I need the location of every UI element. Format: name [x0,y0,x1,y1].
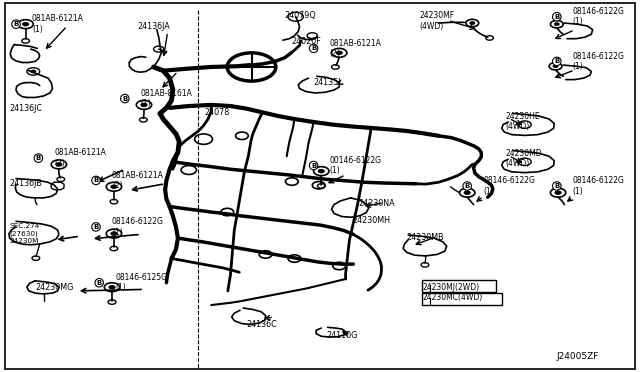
Text: 24136C: 24136C [246,320,277,329]
Circle shape [464,191,470,195]
Text: 08146-6122G
(1): 08146-6122G (1) [573,176,625,196]
Text: 081AB-6121A
(1): 081AB-6121A (1) [32,15,84,34]
Circle shape [111,232,117,235]
Text: 24136JB: 24136JB [10,179,42,187]
Text: 24230MB: 24230MB [406,232,444,241]
Circle shape [141,103,147,107]
Circle shape [109,285,115,289]
Text: B: B [554,14,559,20]
Text: 081AB-8161A
(1): 081AB-8161A (1) [141,89,193,108]
Text: 08146-6122G
(1): 08146-6122G (1) [573,52,625,71]
Circle shape [318,169,324,173]
Text: B: B [554,58,559,64]
Circle shape [336,51,342,55]
Text: B: B [122,96,127,102]
Text: 24078: 24078 [205,108,230,117]
Text: 081AB-6121A
(2): 081AB-6121A (2) [112,171,164,190]
Circle shape [31,70,36,73]
Text: 08146-6122G
(1): 08146-6122G (1) [483,176,535,196]
Circle shape [555,191,561,195]
Text: 08146-6125G
(1): 08146-6125G (1) [115,273,167,292]
Text: B: B [465,183,470,189]
Text: B: B [93,224,99,230]
Text: 24136JC: 24136JC [10,104,43,113]
Text: B: B [13,21,19,27]
Text: 08146-6122G
(1): 08146-6122G (1) [573,7,625,26]
Text: 24230MD
(4WD): 24230MD (4WD) [506,149,542,168]
Text: B: B [554,183,559,189]
Bar [422,293,502,305]
Circle shape [56,163,62,166]
Text: 24230MH: 24230MH [352,216,390,225]
Text: 24079Q: 24079Q [285,11,317,20]
Text: 24020F: 24020F [291,37,321,46]
Text: 24110G: 24110G [326,331,358,340]
Text: B: B [36,155,41,161]
Text: 081AB-6121A
(2): 081AB-6121A (2) [330,39,381,58]
Circle shape [470,22,475,25]
Bar [422,280,496,292]
Circle shape [22,22,29,26]
Text: B: B [311,163,316,169]
Text: 24230NA: 24230NA [358,199,395,208]
Text: J24005ZF: J24005ZF [557,352,599,360]
Text: 24230HE
(4WD): 24230HE (4WD) [506,112,540,131]
Text: 24136JA: 24136JA [138,22,170,31]
Text: B: B [93,177,99,183]
Text: B: B [97,280,102,286]
Text: 08146-6122G
(1): 08146-6122G (1) [112,217,164,237]
Text: 24135L: 24135L [314,78,343,87]
Text: 24230MF
(4WD): 24230MF (4WD) [419,11,454,31]
Text: 24230MG: 24230MG [35,283,74,292]
Circle shape [554,23,559,26]
Text: SEC.274
(27630)
24230M: SEC.274 (27630) 24230M [10,223,40,244]
Circle shape [111,185,117,189]
Text: B: B [311,45,316,51]
Text: 24230MJ(2WD)
24230MC(4WD): 24230MJ(2WD) 24230MC(4WD) [422,283,483,302]
Circle shape [553,65,558,68]
Text: 081AB-6121A
(2): 081AB-6121A (2) [54,148,106,168]
Text: 00146-6122G
(1): 00146-6122G (1) [330,156,381,175]
